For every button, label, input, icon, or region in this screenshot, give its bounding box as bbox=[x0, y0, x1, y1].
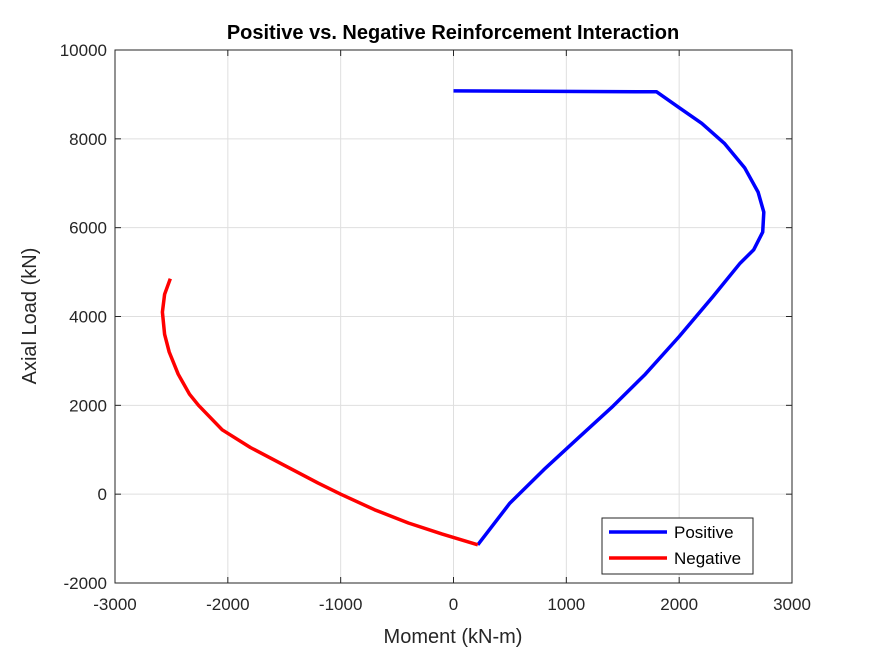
y-tick-label: 4000 bbox=[69, 308, 107, 327]
x-tick-label: -1000 bbox=[319, 595, 362, 614]
data-series bbox=[160, 89, 766, 547]
x-tick-label: 3000 bbox=[773, 595, 811, 614]
legend-label-negative: Negative bbox=[674, 549, 741, 568]
x-axis-label: Moment (kN-m) bbox=[384, 626, 523, 648]
y-axis-label: Axial Load (kN) bbox=[19, 248, 41, 385]
legend: Positive Negative bbox=[601, 517, 754, 575]
y-tick-label: 10000 bbox=[60, 41, 107, 60]
grid-lines bbox=[115, 50, 792, 583]
series-line-negative bbox=[160, 278, 479, 547]
y-tick-label: 6000 bbox=[69, 219, 107, 238]
x-tick-label: -3000 bbox=[93, 595, 136, 614]
y-tick-label: 2000 bbox=[69, 396, 107, 415]
axis-ticks bbox=[114, 49, 793, 584]
x-tick-label: 0 bbox=[449, 595, 458, 614]
x-tick-label: -2000 bbox=[206, 595, 249, 614]
x-tick-label: 1000 bbox=[547, 595, 585, 614]
series-line-positive bbox=[453, 89, 766, 546]
y-tick-label: 8000 bbox=[69, 130, 107, 149]
y-tick-label: 0 bbox=[98, 485, 107, 504]
x-tick-label: 2000 bbox=[660, 595, 698, 614]
legend-box bbox=[601, 517, 754, 575]
y-tick-labels: -2000 0 2000 4000 6000 8000 10000 bbox=[60, 41, 107, 593]
y-tick-label: -2000 bbox=[64, 574, 107, 593]
x-tick-labels: -3000 -2000 -1000 0 1000 2000 3000 bbox=[93, 595, 811, 614]
chart-title: Positive vs. Negative Reinforcement Inte… bbox=[227, 22, 679, 44]
legend-label-positive: Positive bbox=[674, 523, 734, 542]
